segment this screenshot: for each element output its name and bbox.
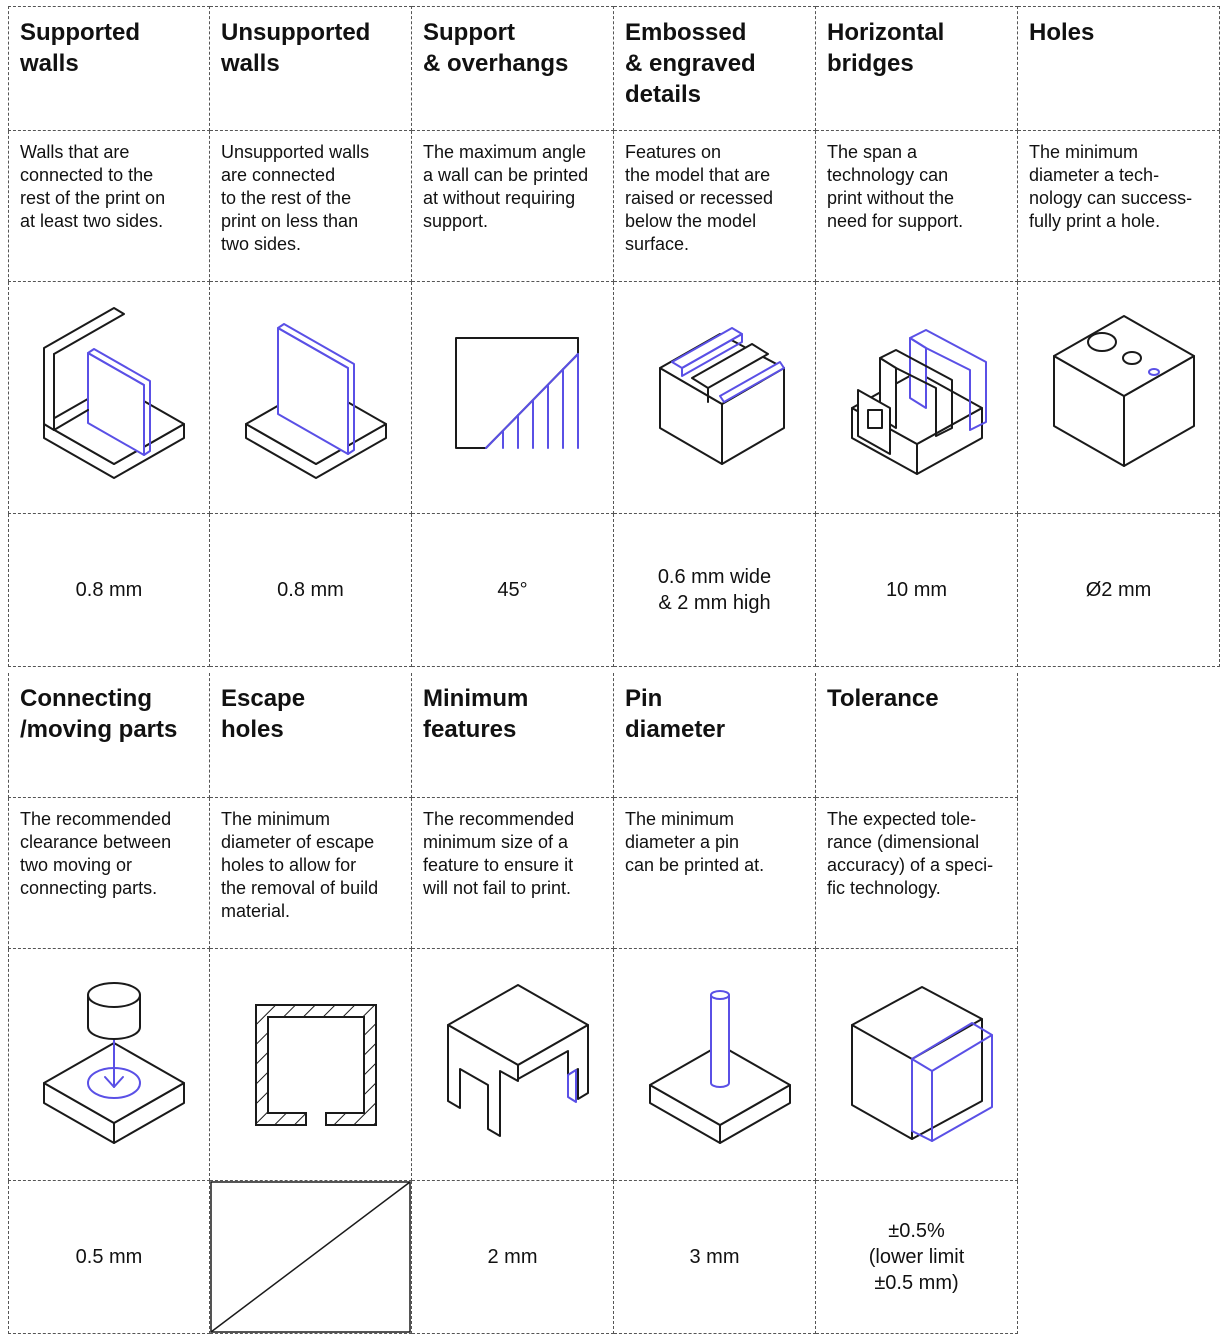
holes-icon	[1052, 314, 1195, 467]
minimum-features-icon	[446, 983, 589, 1137]
empty-cell	[1018, 949, 1220, 1181]
feature-value: 2 mm	[412, 1181, 614, 1334]
feature-value: ±0.5% (lower limit ±0.5 mm)	[816, 1181, 1018, 1334]
feature-value-not-applicable	[210, 1181, 412, 1334]
supported-walls-icon	[43, 306, 185, 479]
feature-illustration	[614, 282, 816, 514]
feature-title: Unsupported walls	[210, 6, 412, 131]
feature-illustration	[8, 949, 210, 1181]
feature-description: The span a technology can print without …	[816, 131, 1018, 282]
feature-illustration	[614, 949, 816, 1181]
connecting-parts-icon	[43, 981, 185, 1144]
not-applicable-diagonal	[210, 1181, 411, 1333]
feature-illustration	[412, 282, 614, 514]
feature-value: 45°	[412, 514, 614, 667]
horizontal-bridges-icon	[850, 328, 987, 475]
feature-illustration	[816, 282, 1018, 514]
feature-illustration	[1018, 282, 1220, 514]
feature-description: The minimum diameter of escape holes to …	[210, 798, 412, 949]
empty-cell	[1018, 798, 1220, 949]
feature-description: Features on the model that are raised or…	[614, 131, 816, 282]
feature-description: The maximum angle a wall can be printed …	[412, 131, 614, 282]
feature-description: The minimum diameter a tech- nology can …	[1018, 131, 1220, 282]
escape-holes-icon	[254, 1003, 377, 1126]
feature-value: 0.5 mm	[8, 1181, 210, 1334]
feature-title: Embossed & engraved details	[614, 6, 816, 131]
feature-value: 0.8 mm	[8, 514, 210, 667]
feature-description: The recommended clearance between two mo…	[8, 798, 210, 949]
feature-title: Connecting /moving parts	[8, 673, 210, 798]
feature-illustration	[8, 282, 210, 514]
feature-value: 10 mm	[816, 514, 1018, 667]
empty-cell	[1018, 673, 1220, 798]
feature-description: Walls that are connected to the rest of …	[8, 131, 210, 282]
feature-title: Support & overhangs	[412, 6, 614, 131]
feature-title: Tolerance	[816, 673, 1018, 798]
unsupported-walls-icon	[244, 322, 387, 479]
feature-illustration	[412, 949, 614, 1181]
feature-description: The recommended minimum size of a featur…	[412, 798, 614, 949]
feature-title: Minimum features	[412, 673, 614, 798]
feature-title: Pin diameter	[614, 673, 816, 798]
feature-description: Unsupported walls are connected to the r…	[210, 131, 412, 282]
empty-cell	[1018, 1181, 1220, 1334]
feature-title: Holes	[1018, 6, 1220, 131]
feature-title: Supported walls	[8, 6, 210, 131]
embossed-engraved-icon	[658, 326, 785, 465]
design-guidelines-table-top: Supported walls Unsupported walls Suppor…	[8, 6, 1220, 667]
feature-title: Escape holes	[210, 673, 412, 798]
feature-value: 0.6 mm wide & 2 mm high	[614, 514, 816, 667]
feature-value: 0.8 mm	[210, 514, 412, 667]
design-guidelines-table-bottom: Connecting /moving parts Escape holes Mi…	[8, 673, 1220, 1334]
feature-value: 3 mm	[614, 1181, 816, 1334]
feature-title: Horizontal bridges	[816, 6, 1018, 131]
feature-description: The expected tole- rance (dimensional ac…	[816, 798, 1018, 949]
feature-illustration	[816, 949, 1018, 1181]
feature-illustration	[210, 282, 412, 514]
feature-description: The minimum diameter a pin can be printe…	[614, 798, 816, 949]
tolerance-icon	[850, 985, 993, 1142]
feature-value: Ø2 mm	[1018, 514, 1220, 667]
pin-diameter-icon	[648, 989, 791, 1144]
feature-illustration	[210, 949, 412, 1181]
overhang-angle-icon	[454, 336, 579, 449]
